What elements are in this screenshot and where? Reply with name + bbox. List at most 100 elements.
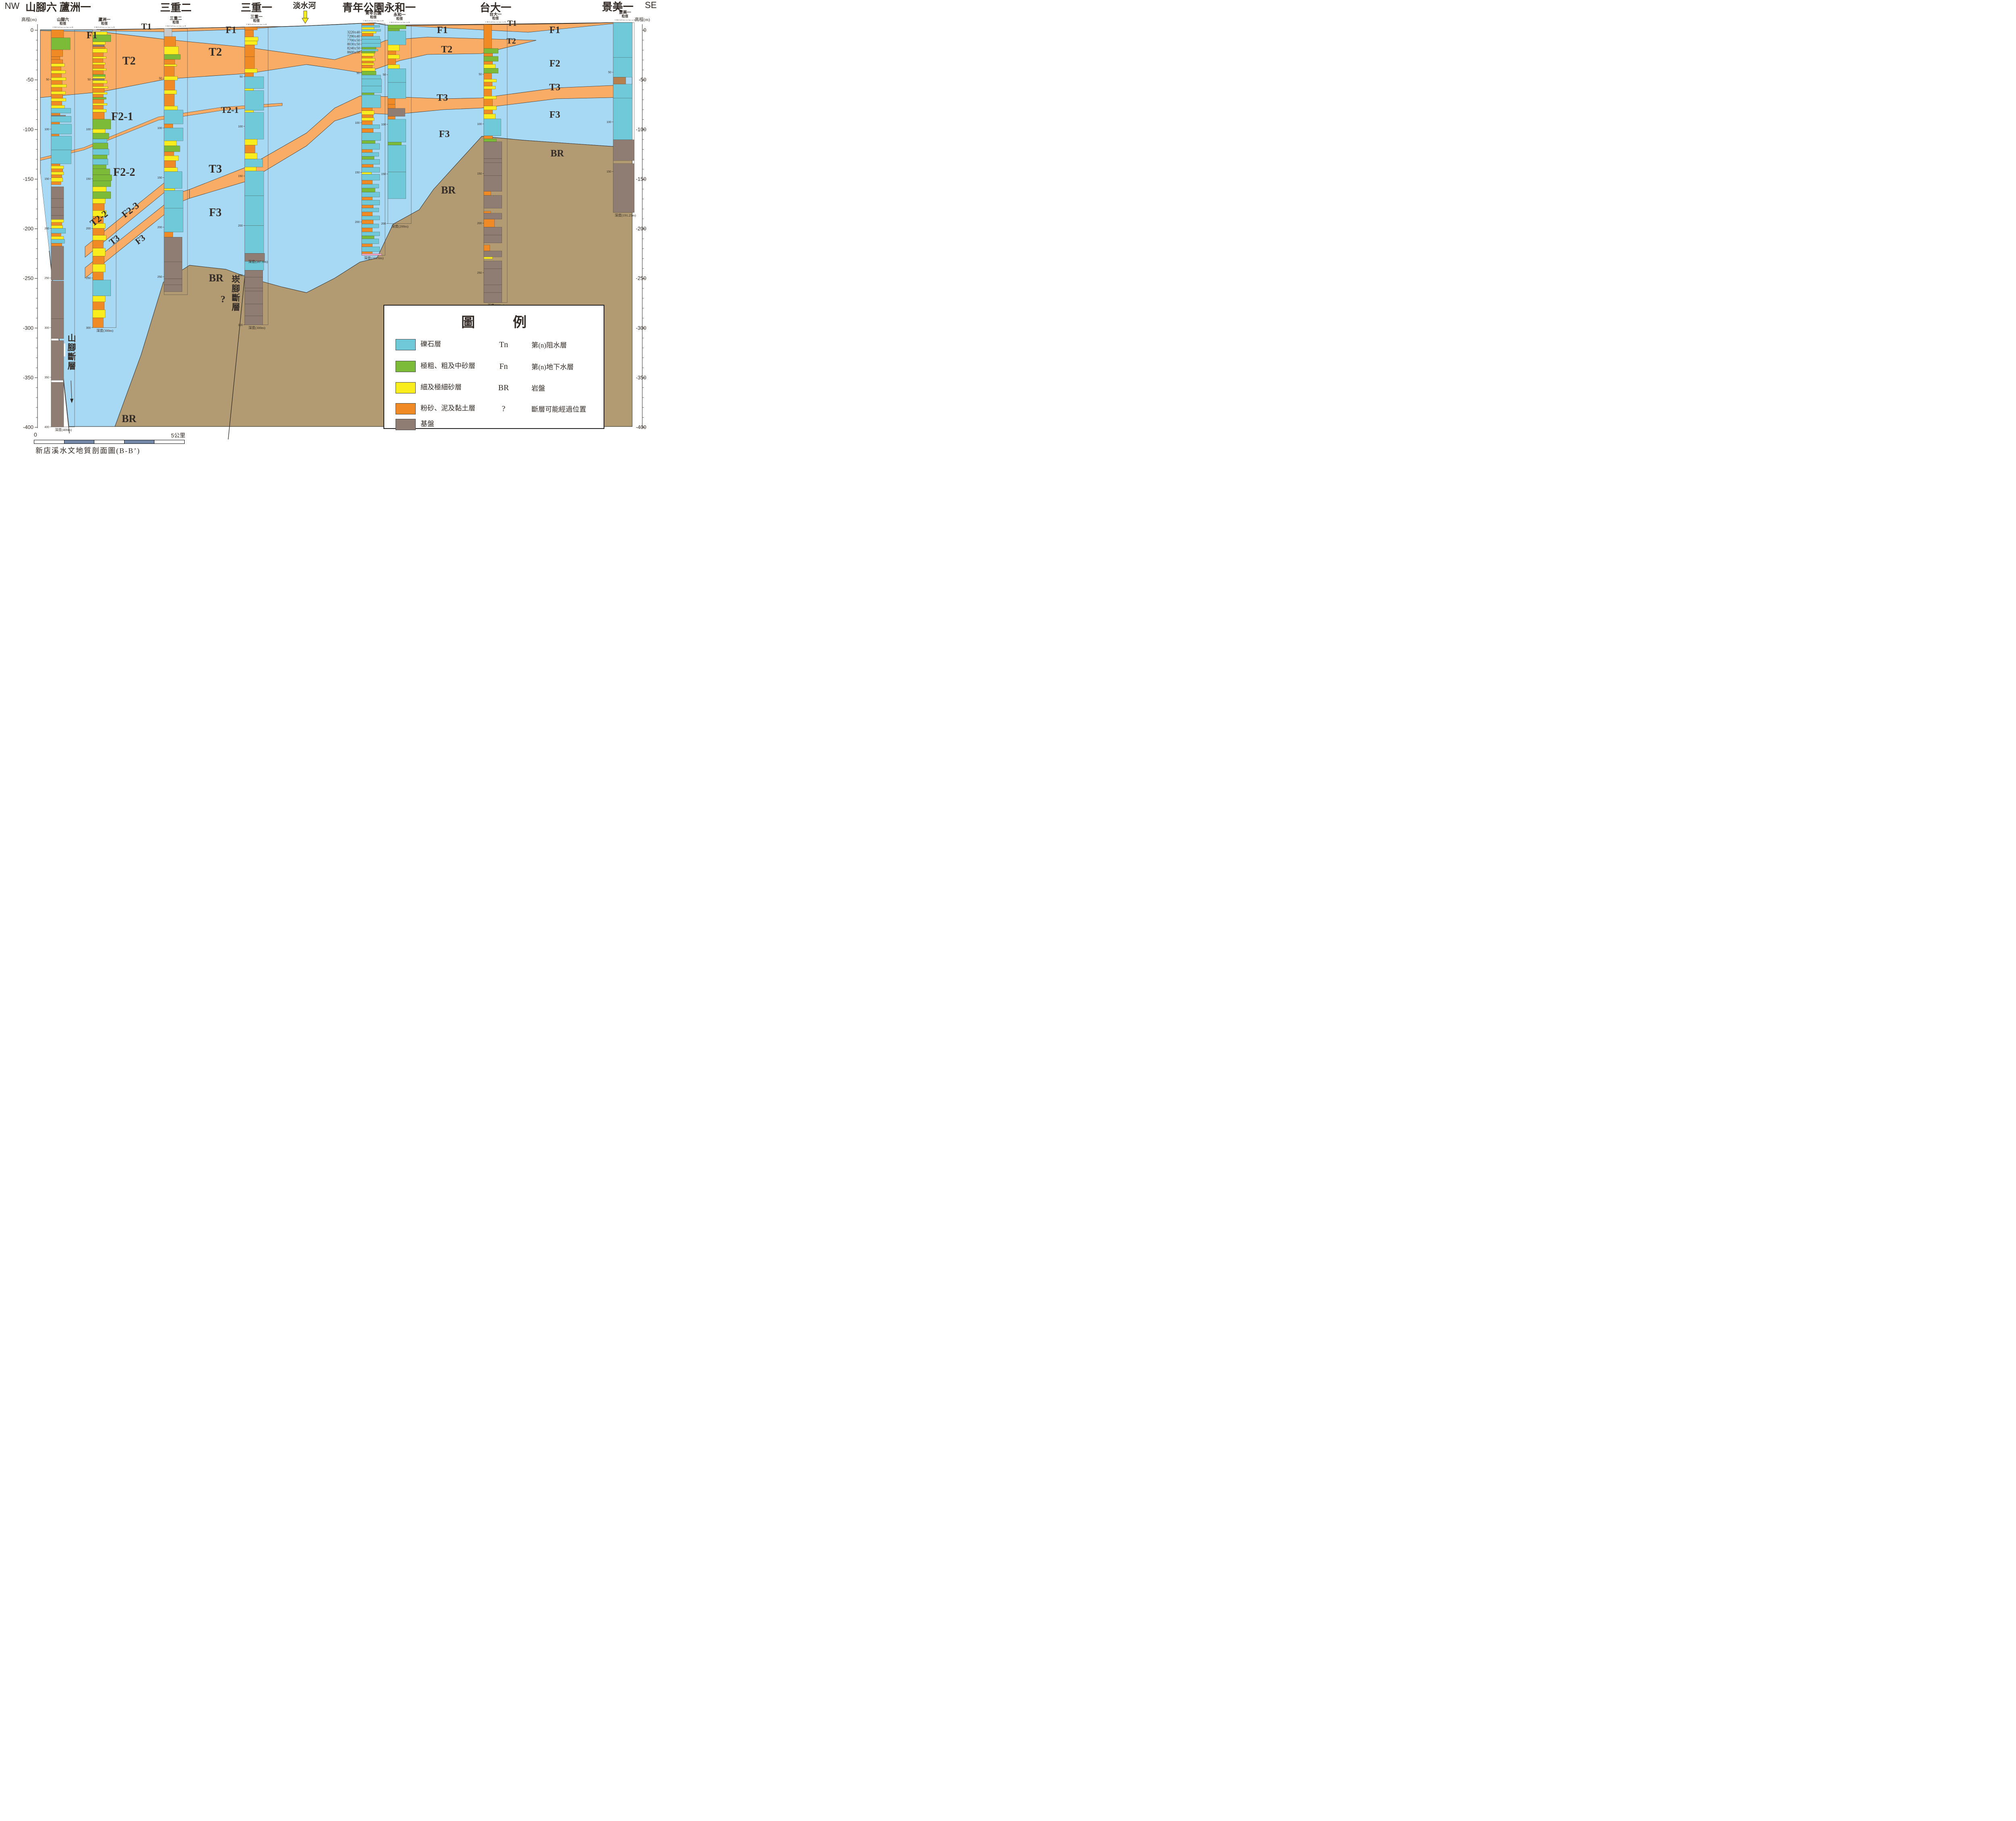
borehole-segment-gr — [92, 181, 111, 187]
borehole-segment-cy — [613, 84, 633, 98]
fault-question-mark: ? — [221, 294, 225, 305]
borehole-segment-ye — [164, 167, 178, 172]
borehole-segment-ye — [164, 106, 178, 110]
borehole-segment-ye — [164, 46, 179, 55]
legend-desc-fault: 斷層可能經過位置 — [531, 406, 586, 413]
borehole-segment-cy — [164, 128, 183, 141]
layer-label-F1: F1 — [226, 25, 237, 35]
borehole-segment-cy — [244, 90, 264, 111]
borehole-segment-cy — [361, 246, 380, 252]
borehole-segment-ye — [92, 76, 106, 79]
borehole-segment-br — [483, 213, 502, 219]
borehole-segment-cy — [244, 171, 264, 196]
scalebar-five-km: 5公里 — [171, 432, 185, 439]
borehole-subheader-name: 景美一 — [619, 10, 631, 15]
terrain-surface-line — [40, 22, 632, 30]
fault-arrowhead — [70, 399, 73, 403]
borehole-segment-or — [361, 149, 373, 153]
borehole-segment-or — [483, 191, 491, 196]
borehole-segment-gr — [92, 97, 106, 100]
borehole-segment-ye — [164, 141, 177, 146]
borehole-segment-cy — [361, 95, 381, 108]
borehole-segment-gr — [483, 56, 498, 62]
axis-label-left: -150 — [23, 176, 33, 182]
borehole-subheader-name: 三重一 — [250, 14, 262, 19]
layer-label-T2: T2 — [123, 55, 136, 67]
age-label: 7290±40 — [347, 34, 360, 38]
borehole-segment-ye — [92, 103, 107, 106]
borehole-segment-or — [387, 116, 396, 120]
borehole-td-label: 深度(200m) — [392, 225, 408, 229]
borehole-segment-cy — [51, 116, 71, 123]
borehole-subheader-grainsize: 粒徑 — [370, 15, 377, 19]
borehole-segment-cy — [51, 239, 65, 243]
borehole-segment-br — [244, 304, 263, 316]
borehole-segment-or — [361, 220, 373, 224]
borehole-segment-or — [483, 99, 493, 106]
fault-name-char: 崁 — [232, 275, 240, 284]
borehole-segment-cy — [361, 239, 379, 244]
axis-label-left: -50 — [26, 77, 33, 83]
borehole-segment-cy — [361, 231, 380, 236]
borehole-segment-ye — [51, 63, 65, 67]
borehole-depth-tick-label: 200 — [86, 227, 91, 230]
header-青年公園永和一: 青年公園 永和一 — [342, 2, 416, 14]
borehole-segment-ye — [51, 70, 66, 74]
borehole-segment-ye — [483, 96, 497, 99]
borehole-segment-or — [92, 302, 104, 310]
borehole-depth-tick-label: 150 — [44, 178, 49, 181]
borehole-segment-or — [387, 58, 396, 65]
borehole-segment-cy — [92, 139, 107, 143]
axis-title-right: 高程(m) — [635, 17, 650, 22]
borehole-segment-ye — [387, 65, 400, 69]
borehole-segment-ye — [244, 37, 258, 41]
borehole-segment-ye — [92, 56, 106, 59]
borehole-segment-or — [92, 70, 104, 75]
borehole-segment-br — [244, 270, 263, 277]
borehole-segment-cy — [361, 152, 379, 157]
borehole-segment-ye — [164, 156, 179, 161]
borehole-segment-cy — [244, 225, 264, 254]
axis-label-right: -400 — [636, 424, 646, 430]
borehole-segment-br — [613, 139, 634, 161]
borehole-segment-ye — [51, 84, 67, 87]
layer-label-T2: T2 — [506, 37, 516, 46]
borehole-segment-or — [92, 228, 104, 235]
borehole-segment-ye — [92, 109, 106, 112]
borehole-segment-pk — [361, 254, 382, 256]
borehole-depth-tick-label: 100 — [477, 123, 482, 126]
fault-name-char: 腳 — [68, 343, 76, 352]
borehole-segment-or — [92, 83, 104, 87]
borehole-segment-br — [387, 108, 405, 117]
borehole-segment-ye — [483, 114, 496, 119]
borehole-segment-ye — [361, 53, 375, 56]
borehole-segment-gr — [361, 188, 375, 192]
age-label: 8240±50 — [347, 46, 360, 50]
borehole-segment-cy — [361, 192, 380, 198]
borehole-segment-gr — [361, 71, 376, 75]
borehole-segment-ye — [361, 117, 375, 121]
borehole-depth-tick-label: 300 — [44, 327, 49, 329]
borehole-segment-gr — [92, 155, 107, 159]
layer-label-T3: T3 — [437, 93, 448, 103]
borehole-segment-ye — [51, 171, 64, 175]
borehole-segment-or — [51, 59, 63, 64]
borehole-segment-br — [51, 115, 66, 117]
borehole-segment-br — [164, 262, 182, 279]
borehole-segment-ye — [51, 236, 64, 239]
legend-swatch-basement — [396, 419, 416, 430]
borehole-depth-tick-label: 150 — [606, 171, 611, 173]
borehole-segment-br — [51, 246, 64, 280]
borehole-segment-or — [51, 175, 62, 178]
borehole-segment-or — [483, 61, 493, 65]
header-台大一: 台大一 — [480, 2, 511, 14]
borehole-segment-or — [51, 73, 62, 78]
borehole-segment-or — [483, 82, 493, 86]
borehole-segment-ye — [361, 110, 375, 115]
borehole-segment-gr — [483, 48, 498, 54]
borehole-segment-cy — [361, 200, 380, 205]
borehole-segment-gr — [361, 51, 375, 54]
axis-label-right: -100 — [636, 126, 646, 132]
borehole-td-label: 深度(300m) — [248, 326, 265, 330]
borehole-segment-ye — [164, 76, 178, 81]
